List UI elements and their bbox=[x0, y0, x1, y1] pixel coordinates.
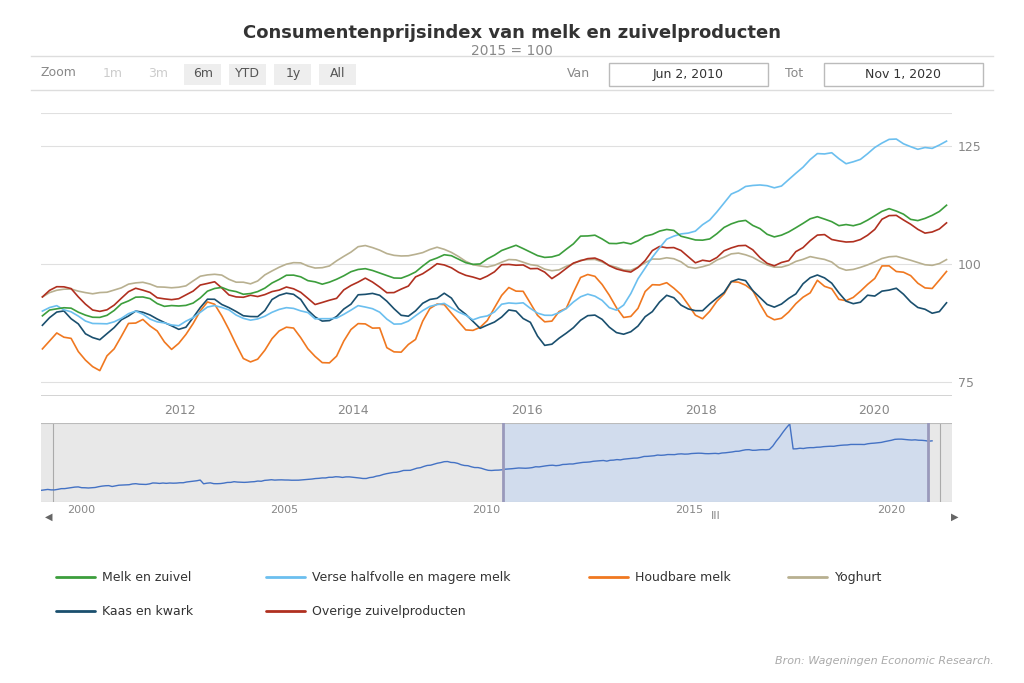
Text: 2015 = 100: 2015 = 100 bbox=[471, 44, 553, 58]
Text: 1m: 1m bbox=[102, 67, 123, 81]
Text: 6m: 6m bbox=[193, 67, 213, 81]
Text: Zoom: Zoom bbox=[41, 66, 77, 79]
Text: Consumentenprijsindex van melk en zuivelproducten: Consumentenprijsindex van melk en zuivel… bbox=[243, 24, 781, 42]
Text: Houdbare melk: Houdbare melk bbox=[635, 570, 731, 584]
Text: Van: Van bbox=[567, 67, 590, 81]
Text: Kaas en kwark: Kaas en kwark bbox=[102, 604, 194, 618]
Bar bbox=[503, 423, 928, 502]
Text: Overige zuivelproducten: Overige zuivelproducten bbox=[312, 604, 466, 618]
Text: III: III bbox=[711, 512, 720, 521]
Text: Nov 1, 2020: Nov 1, 2020 bbox=[865, 68, 941, 81]
Text: YTD: YTD bbox=[236, 67, 260, 81]
Text: Jun 2, 2010: Jun 2, 2010 bbox=[652, 68, 724, 81]
Text: Yoghurt: Yoghurt bbox=[835, 570, 882, 584]
Text: All: All bbox=[330, 67, 346, 81]
Text: 3m: 3m bbox=[147, 67, 168, 81]
Text: 1y: 1y bbox=[286, 67, 300, 81]
Text: Bron: Wageningen Economic Research.: Bron: Wageningen Economic Research. bbox=[774, 656, 993, 666]
Text: ◀: ◀ bbox=[45, 512, 53, 521]
Text: ▶: ▶ bbox=[950, 512, 958, 521]
Text: Melk en zuivel: Melk en zuivel bbox=[102, 570, 191, 584]
Text: Verse halfvolle en magere melk: Verse halfvolle en magere melk bbox=[312, 570, 511, 584]
Text: Tot: Tot bbox=[784, 67, 803, 81]
